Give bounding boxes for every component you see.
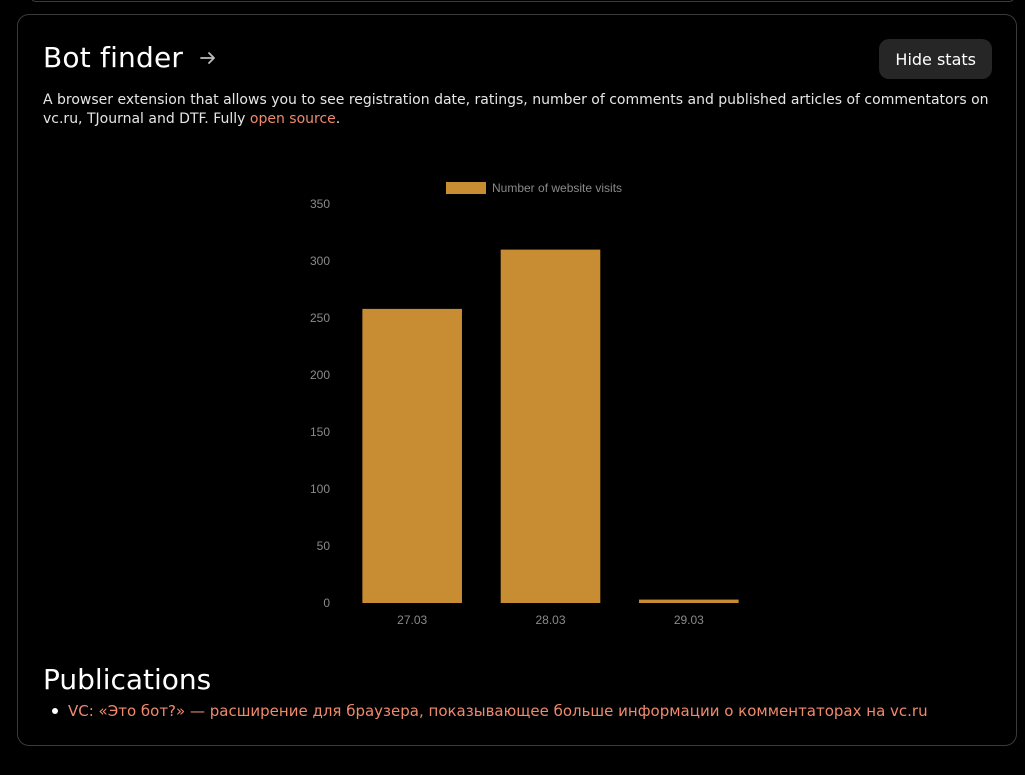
x-tick-label: 29.03: [674, 613, 704, 627]
list-item: VC: «Это бот?» — расширение для браузера…: [43, 701, 928, 721]
legend-label: Number of website visits: [492, 181, 622, 195]
description-text: A browser extension that allows you to s…: [43, 92, 989, 127]
y-tick-label: 0: [323, 596, 330, 610]
publications-list: VC: «Это бот?» — расширение для браузера…: [43, 701, 928, 721]
hide-stats-button[interactable]: Hide stats: [879, 39, 992, 79]
y-tick-label: 350: [310, 197, 330, 211]
title-row: Bot finder: [43, 41, 217, 74]
visits-bar-chart: Number of website visits 0 50 100 150 200 250 3…: [310, 181, 739, 627]
x-tick-label: 28.03: [535, 613, 565, 627]
x-tick-label: 27.03: [397, 613, 427, 627]
publication-link[interactable]: VC: «Это бот?» — расширение для браузера…: [68, 702, 928, 720]
y-tick-label: 100: [310, 482, 330, 496]
page-title: Bot finder: [43, 41, 184, 74]
y-tick-label: 50: [317, 539, 331, 553]
bullet-icon: [52, 708, 58, 714]
bar: [639, 599, 739, 603]
arrow-right-icon[interactable]: [199, 49, 217, 67]
project-card: Bot finder Hide stats A browser extensio…: [17, 14, 1017, 746]
y-tick-label: 200: [310, 368, 330, 382]
description-suffix: .: [335, 111, 341, 127]
bar: [362, 308, 462, 603]
publications-title: Publications: [43, 663, 212, 696]
y-tick-label: 150: [310, 425, 330, 439]
bar: [500, 249, 601, 603]
description: A browser extension that allows you to s…: [43, 91, 1003, 129]
previous-card-edge: [30, 0, 1015, 2]
y-tick-label: 250: [310, 311, 330, 325]
open-source-link[interactable]: open source: [249, 111, 336, 127]
y-tick-label: 300: [310, 254, 330, 268]
legend-swatch: [446, 182, 486, 194]
